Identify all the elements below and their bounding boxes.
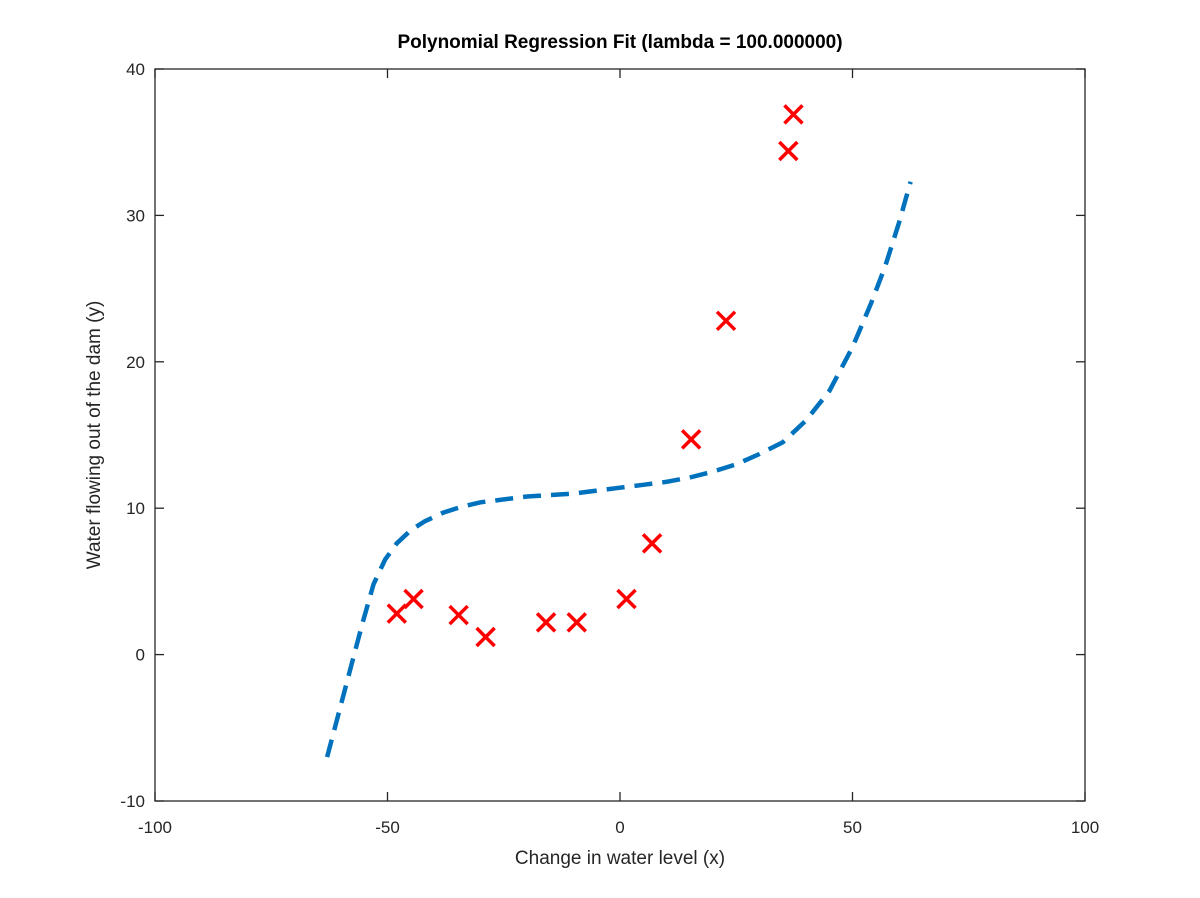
x-tick-label: -100 (138, 818, 172, 837)
data-point (715, 310, 737, 332)
x-tick-label: 0 (615, 818, 624, 837)
data-point (616, 588, 637, 610)
data-point (783, 104, 804, 125)
fit-line (324, 181, 913, 758)
data-point (448, 604, 469, 626)
y-tick-label: 30 (126, 206, 145, 225)
y-axis-label: Water flowing out of the dam (y) (84, 301, 105, 570)
data-point (641, 533, 663, 554)
data-point (566, 612, 587, 633)
x-tick-label: 100 (1071, 818, 1099, 837)
data-point (535, 612, 557, 633)
data-point (778, 140, 799, 162)
x-axis-label: Change in water level (x) (515, 848, 725, 869)
y-tick-label: 40 (126, 60, 145, 79)
y-tick-label: 0 (136, 646, 145, 665)
x-tick-label: -50 (375, 818, 400, 837)
x-tick-label: 50 (843, 818, 862, 837)
data-point (386, 603, 408, 624)
plot-area (324, 104, 913, 758)
data-point (475, 626, 496, 648)
data-point (403, 588, 424, 610)
y-tick-label: 10 (126, 499, 145, 518)
y-tick-label: 20 (126, 353, 145, 372)
chart-title: Polynomial Regression Fit (lambda = 100.… (397, 32, 842, 53)
y-tick-label: -10 (120, 792, 145, 811)
data-point (680, 429, 702, 450)
